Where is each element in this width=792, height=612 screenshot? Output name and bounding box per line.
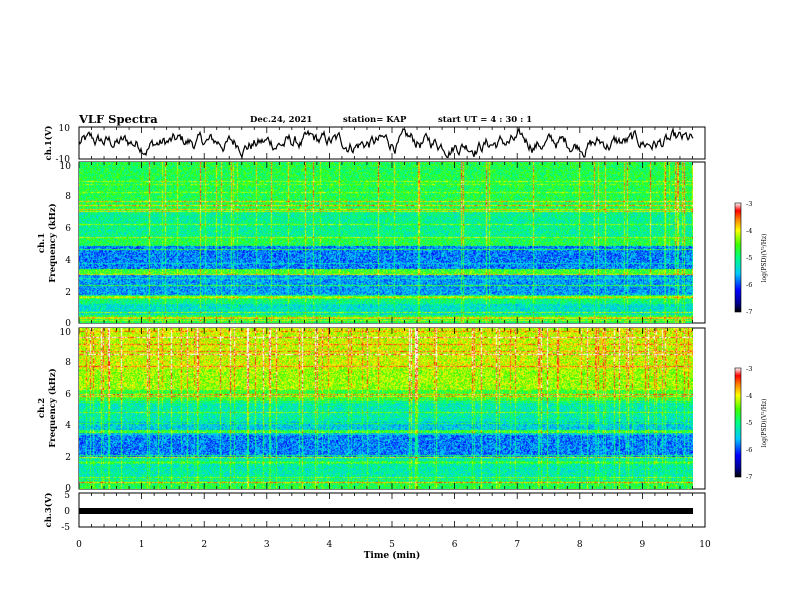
ch1-spectrogram-heatmap <box>79 162 693 323</box>
ch1-spec-ytick-8: 8 <box>65 192 71 202</box>
x-tick-label-0: 0 <box>76 540 82 550</box>
cb2-tick-m5: -5 <box>746 419 752 427</box>
ch1-spec-ytick-10: 10 <box>60 162 72 172</box>
ch1-ylabel: ch.1(V) <box>43 126 54 161</box>
ch1-spec-ylabel-line1: ch.1 <box>37 233 47 253</box>
ch2-spec-ytick-4: 4 <box>65 421 71 431</box>
ch3-waveform-panel: 5 0 -5 ch.3(V) <box>43 491 706 533</box>
ch1-waveform-panel: 10 -10 ch.1(V) <box>43 124 706 165</box>
cb1-tick-m6: -6 <box>746 281 752 289</box>
ch1-spec-ytick-0: 0 <box>65 319 71 329</box>
ch1-spec-ylabel-line2: Frequency (kHz) <box>47 203 58 282</box>
x-tick-labels: 0 1 2 3 4 5 6 7 8 9 10 <box>76 540 711 550</box>
ch3-ytick-top: 5 <box>64 491 70 501</box>
x-tick-label-5: 5 <box>389 540 395 550</box>
x-axis: 0 1 2 3 4 5 6 7 8 9 10 Time (min) <box>76 540 711 561</box>
ch2-spec-ylabel-line1: ch.2 <box>37 398 47 418</box>
ch2-spectrogram-heatmap <box>79 328 693 489</box>
start-time-label: start UT = 4 : 30 : 1 <box>438 115 532 125</box>
date-label: Dec.24, 2021 <box>250 115 312 125</box>
x-tick-label-2: 2 <box>201 540 207 550</box>
cb1-tick-m4: -4 <box>746 227 752 235</box>
cb1-label: log(PSD)(V²/Hz) <box>761 234 768 283</box>
cb2-tick-m7: -7 <box>746 473 752 481</box>
ch1-waveform-line <box>78 126 694 160</box>
ch1-spec-yticks: 0 2 4 6 8 10 <box>60 162 72 329</box>
x-tick-label-9: 9 <box>640 540 646 550</box>
ch1-ytick-top: 10 <box>59 124 71 134</box>
ch2-spec-ytick-0: 0 <box>65 484 71 494</box>
figure-title: VLF Spectra <box>78 112 158 126</box>
cb1-tick-m3: -3 <box>746 200 752 208</box>
ch1-x-ticks <box>78 127 706 159</box>
ch1-colorbar: -3 -4 -5 -6 -7 log(PSD)(V²/Hz) <box>734 200 768 316</box>
ch1-spec-ytick-6: 6 <box>65 224 71 234</box>
ch2-spec-ytick-2: 2 <box>65 453 71 463</box>
ch2-spec-ytick-8: 8 <box>65 358 71 368</box>
x-tick-label-3: 3 <box>264 540 270 550</box>
ch3-ytick-mid: 0 <box>64 507 70 517</box>
ch2-spec-ytick-6: 6 <box>65 390 71 400</box>
cb1-tick-m7: -7 <box>746 308 752 316</box>
x-tick-label-1: 1 <box>139 540 145 550</box>
x-tick-label-6: 6 <box>452 540 458 550</box>
ch2-colorbar: -3 -4 -5 -6 -7 log(PSD)(V²/Hz) <box>734 365 768 481</box>
cb2-label: log(PSD)(V²/Hz) <box>761 399 768 448</box>
ch3-x-ticks <box>78 493 706 527</box>
ch2-spec-ylabel-line2: Frequency (kHz) <box>47 368 58 447</box>
ch3-waveform-line <box>79 508 693 514</box>
x-tick-label-10: 10 <box>699 540 711 550</box>
cb1-tick-m5: -5 <box>746 254 752 262</box>
cb2-tick-m3: -3 <box>746 365 752 373</box>
ch1-spec-ticks <box>78 162 706 323</box>
ch2-spectrogram-panel: 0 2 4 6 8 10 ch.2 Frequency (kHz) <box>37 327 706 494</box>
station-label: station= KAP <box>343 115 407 125</box>
ch3-ylabel: ch.3(V) <box>43 493 54 528</box>
x-tick-label-4: 4 <box>327 540 333 550</box>
cb2-tick-m6: -6 <box>746 446 752 454</box>
ch1-spec-ytick-2: 2 <box>65 288 71 298</box>
x-tick-label-7: 7 <box>514 540 520 550</box>
ch2-spec-ytick-10: 10 <box>60 328 72 338</box>
cb2-tick-m4: -4 <box>746 392 752 400</box>
x-axis-label: Time (min) <box>364 550 421 561</box>
ch1-ytick-bottom: -10 <box>56 155 71 165</box>
ch1-spectrogram-panel: 0 2 4 6 8 10 ch.1 Frequency (kHz) <box>37 161 706 329</box>
ch3-ytick-bottom: -5 <box>61 523 70 533</box>
x-tick-label-8: 8 <box>577 540 583 550</box>
ch1-spec-ytick-4: 4 <box>65 256 71 266</box>
ch2-spec-yticks: 0 2 4 6 8 10 <box>60 328 72 494</box>
ch2-spec-ticks <box>78 328 706 489</box>
